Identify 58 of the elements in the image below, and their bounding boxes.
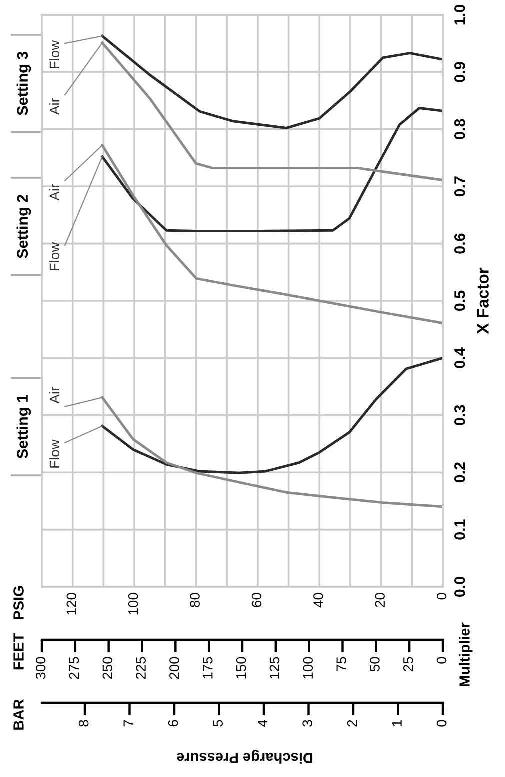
- text: 0: [436, 720, 447, 727]
- x-tick-label: 100: [128, 593, 138, 615]
- x-tick-label: 120: [66, 593, 77, 615]
- x-tick-label: 40: [314, 593, 324, 608]
- y-tick-label: 1.0: [454, 5, 466, 25]
- text: Flow: [49, 242, 60, 270]
- text: 2: [347, 720, 358, 727]
- line-series: [101, 106, 443, 232]
- x2-tick-label: 150: [236, 657, 246, 679]
- line-series: [101, 356, 443, 474]
- text: 6: [168, 720, 178, 727]
- x2-tick-label: 275: [69, 657, 80, 680]
- x2-tick-label: 225: [136, 657, 146, 680]
- x2-tick-label: 25: [403, 657, 414, 672]
- y-tick-label: 0.6: [454, 234, 466, 254]
- x2-tick-label: 175: [203, 657, 213, 679]
- text: PSIG: [14, 586, 24, 620]
- text: 8: [78, 720, 89, 727]
- x2-tick-label: 50: [370, 657, 380, 672]
- line-series: [101, 34, 443, 130]
- x2-tick-label: 75: [336, 657, 346, 672]
- text: FEET: [14, 634, 24, 670]
- x2-tick-label: 250: [102, 657, 113, 680]
- x2-tick-label: 300: [36, 657, 46, 680]
- text: 5: [213, 720, 223, 727]
- y-tick-label: 0.2: [454, 462, 466, 483]
- x2-tick-label: 0: [436, 657, 447, 664]
- text: 7: [124, 720, 134, 727]
- x2-tick-label: 100: [303, 657, 314, 679]
- x-tick-label: 20: [375, 593, 386, 608]
- x-tick-label: 0: [436, 593, 447, 600]
- y-tick-label: 0.0: [454, 577, 466, 598]
- text: Setting 1: [16, 395, 32, 459]
- text: 1: [392, 720, 402, 726]
- text: BAR: [14, 700, 24, 730]
- text: Setting 3: [16, 52, 32, 116]
- y-tick-label: 0.7: [454, 176, 466, 197]
- x-tick-label: 60: [252, 593, 262, 608]
- text: Flow: [49, 40, 60, 69]
- y-tick-label: 0.9: [454, 62, 466, 82]
- text: Air: [49, 98, 60, 115]
- y-tick-label: 0.4: [454, 348, 466, 368]
- text: 3: [302, 720, 312, 727]
- text: Discharge Pressure: [176, 750, 313, 764]
- x-tick-label: 80: [190, 593, 200, 608]
- x2-tick-label: 125: [270, 657, 280, 679]
- x2-tick-label: 200: [170, 657, 180, 680]
- y-tick-label: 0.5: [454, 290, 466, 312]
- text: 4: [258, 720, 268, 728]
- text: Multiplier: [459, 622, 473, 686]
- text: Setting 2: [16, 194, 32, 258]
- y-tick-label: 0.1: [454, 520, 466, 540]
- y-axis-title: X Factor: [477, 268, 489, 334]
- text: Flow: [49, 440, 60, 468]
- text: Air: [49, 184, 60, 201]
- y-tick-label: 0.8: [454, 119, 466, 140]
- legend-label: Air: [49, 387, 60, 404]
- y-tick-label: 0.3: [454, 405, 466, 426]
